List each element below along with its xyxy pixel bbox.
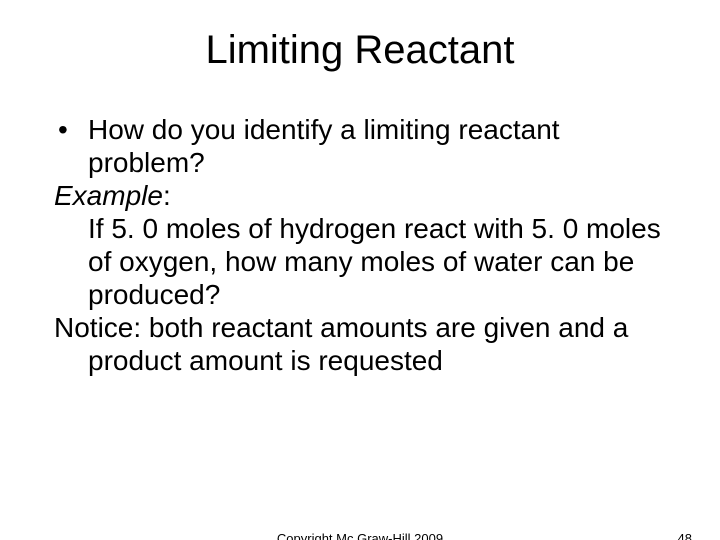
example-body: If 5. 0 moles of hydrogen react with 5. … [54,212,666,311]
example-colon: : [163,180,171,211]
slide: Limiting Reactant • How do you identify … [0,28,720,540]
copyright-footer: Copyright Mc.Graw-Hill 2009 [0,531,720,540]
slide-body: • How do you identify a limiting reactan… [0,113,720,377]
page-number: 48 [678,531,692,540]
bullet-text: How do you identify a limiting reactant … [88,113,666,179]
example-label-line: Example: [54,179,666,212]
bullet-marker: • [54,113,88,146]
notice-text: Notice: both reactant amounts are given … [54,311,666,377]
bullet-item: • How do you identify a limiting reactan… [54,113,666,179]
example-label: Example [54,180,163,211]
slide-title: Limiting Reactant [0,28,720,73]
